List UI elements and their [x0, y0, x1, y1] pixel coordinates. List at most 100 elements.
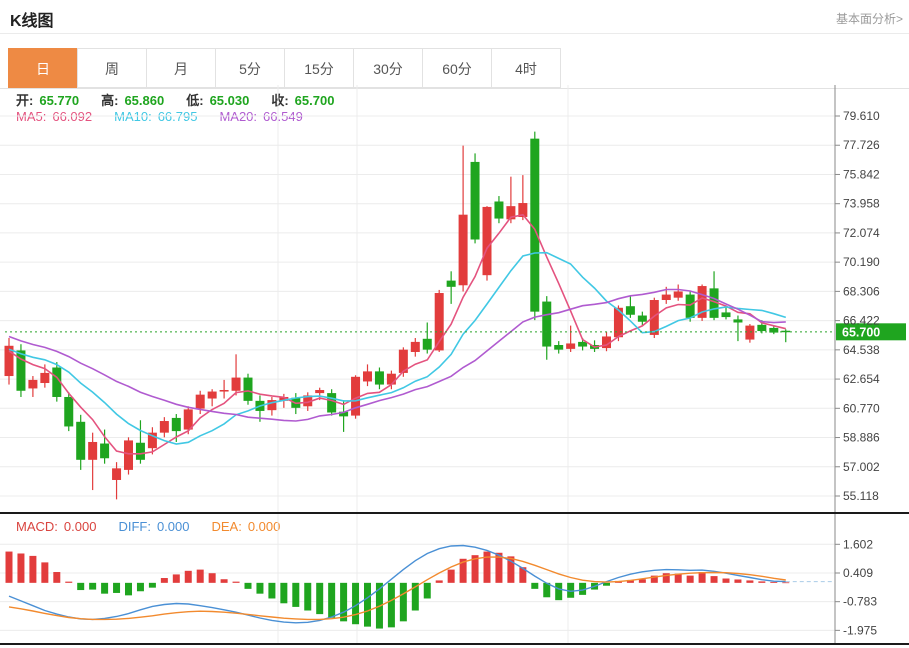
- candle-2[interactable]: [28, 376, 38, 397]
- tab-1[interactable]: 周: [77, 48, 147, 88]
- macd-bar-29[interactable]: [352, 582, 360, 625]
- candle-42[interactable]: [506, 176, 516, 224]
- macd-bar-36[interactable]: [435, 580, 443, 583]
- candle-39[interactable]: [470, 153, 480, 244]
- macd-bar-9[interactable]: [113, 582, 121, 593]
- macd-bar-5[interactable]: [65, 581, 73, 583]
- tab-4[interactable]: 15分: [284, 48, 354, 88]
- macd-bar-55[interactable]: [662, 573, 670, 583]
- macd-bar-53[interactable]: [638, 579, 646, 583]
- tab-3[interactable]: 5分: [215, 48, 285, 88]
- macd-bar-2[interactable]: [29, 555, 37, 583]
- macd-bar-35[interactable]: [423, 582, 431, 599]
- macd-bar-59[interactable]: [710, 576, 718, 583]
- candle-9[interactable]: [112, 462, 122, 500]
- candle-0[interactable]: [4, 338, 14, 385]
- fundamental-analysis-link[interactable]: 基本面分析>: [835, 12, 903, 26]
- macd-bar-27[interactable]: [328, 582, 336, 618]
- macd-bar-13[interactable]: [160, 578, 168, 583]
- candle-45[interactable]: [542, 296, 552, 360]
- candle-20[interactable]: [243, 373, 253, 405]
- candle-53[interactable]: [637, 311, 647, 326]
- macd-bar-43[interactable]: [519, 567, 527, 583]
- macd-bar-28[interactable]: [340, 582, 348, 622]
- macd-bar-48[interactable]: [579, 582, 587, 595]
- macd-bar-50[interactable]: [603, 582, 610, 586]
- macd-bar-38[interactable]: [459, 558, 467, 583]
- macd-bar-54[interactable]: [650, 575, 658, 583]
- candle-46[interactable]: [554, 341, 564, 354]
- candle-4[interactable]: [52, 362, 62, 402]
- macd-bar-10[interactable]: [125, 582, 132, 596]
- macd-bar-1[interactable]: [17, 553, 25, 583]
- candle-13[interactable]: [159, 417, 169, 438]
- macd-bar-64[interactable]: [770, 581, 778, 583]
- candle-22[interactable]: [267, 396, 277, 416]
- macd-bar-56[interactable]: [674, 573, 682, 583]
- macd-bar-25[interactable]: [304, 582, 312, 611]
- candle-12[interactable]: [147, 427, 157, 455]
- macd-bar-47[interactable]: [567, 582, 575, 598]
- candle-58[interactable]: [697, 284, 707, 321]
- candle-30[interactable]: [363, 364, 372, 387]
- macd-bar-37[interactable]: [447, 569, 455, 583]
- candle-28[interactable]: [339, 400, 349, 432]
- candle-11[interactable]: [135, 420, 145, 464]
- macd-bar-24[interactable]: [292, 582, 300, 607]
- macd-bar-30[interactable]: [364, 582, 371, 627]
- candle-65[interactable]: [781, 329, 791, 343]
- macd-bar-8[interactable]: [101, 582, 109, 594]
- candle-29[interactable]: [351, 375, 361, 419]
- macd-bar-20[interactable]: [244, 582, 252, 589]
- candle-62[interactable]: [745, 324, 755, 343]
- candle-38[interactable]: [458, 145, 468, 292]
- candle-19[interactable]: [231, 354, 241, 396]
- candle-56[interactable]: [673, 284, 683, 301]
- macd-bar-6[interactable]: [77, 582, 85, 591]
- macd-bar-18[interactable]: [220, 579, 228, 583]
- tab-2[interactable]: 月: [146, 48, 216, 88]
- macd-bar-0[interactable]: [5, 551, 13, 583]
- candle-41[interactable]: [494, 196, 504, 224]
- candle-44[interactable]: [530, 131, 540, 321]
- candle-61[interactable]: [733, 315, 743, 342]
- candle-32[interactable]: [386, 370, 396, 390]
- macd-bar-41[interactable]: [495, 552, 503, 583]
- macd-bar-4[interactable]: [53, 572, 61, 583]
- tab-7[interactable]: 4时: [491, 48, 561, 88]
- candle-33[interactable]: [398, 347, 408, 377]
- candle-6[interactable]: [76, 414, 86, 470]
- macd-bar-7[interactable]: [89, 582, 97, 590]
- candle-15[interactable]: [183, 406, 193, 435]
- candle-10[interactable]: [124, 437, 133, 475]
- candle-50[interactable]: [602, 331, 611, 352]
- macd-bar-52[interactable]: [626, 579, 634, 583]
- macd-bar-34[interactable]: [411, 582, 419, 611]
- macd-bar-33[interactable]: [399, 582, 407, 622]
- candle-31[interactable]: [374, 367, 384, 390]
- candle-40[interactable]: [482, 206, 492, 281]
- macd-bar-46[interactable]: [555, 582, 563, 601]
- candle-43[interactable]: [518, 175, 528, 221]
- macd-bar-45[interactable]: [543, 582, 551, 598]
- candle-60[interactable]: [721, 305, 731, 320]
- macd-bar-22[interactable]: [268, 582, 276, 599]
- candle-64[interactable]: [769, 325, 779, 335]
- candle-51[interactable]: [613, 305, 623, 342]
- macd-bar-62[interactable]: [746, 580, 754, 583]
- macd-bar-42[interactable]: [507, 556, 515, 583]
- macd-bar-14[interactable]: [172, 574, 180, 583]
- macd-bar-16[interactable]: [196, 569, 204, 583]
- macd-bar-44[interactable]: [531, 582, 539, 589]
- macd-bar-39[interactable]: [471, 555, 479, 583]
- tab-6[interactable]: 60分: [422, 48, 492, 88]
- macd-bar-17[interactable]: [208, 573, 216, 583]
- macd-bar-26[interactable]: [316, 582, 324, 615]
- tab-5[interactable]: 30分: [353, 48, 423, 88]
- candle-35[interactable]: [422, 322, 432, 354]
- candle-5[interactable]: [64, 392, 74, 432]
- macd-bar-12[interactable]: [148, 582, 156, 588]
- candle-34[interactable]: [410, 338, 420, 357]
- candle-17[interactable]: [207, 389, 217, 407]
- macd-bar-58[interactable]: [698, 572, 706, 583]
